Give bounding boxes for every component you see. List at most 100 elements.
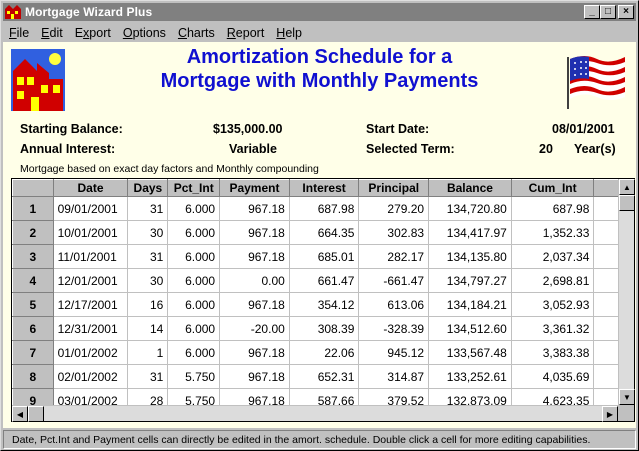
cell-interest[interactable]: 308.39 [289,316,360,341]
col-header-balance[interactable]: Balance [428,179,512,197]
menu-options[interactable]: Options [117,26,172,40]
cell-interest[interactable]: 685.01 [289,244,360,269]
cell-date[interactable]: 10/01/2001 [53,220,129,245]
cell-balance[interactable]: 134,135.80 [428,244,512,269]
cell-principal[interactable]: 314.87 [358,364,430,389]
cell-cum-int[interactable]: 3,361.32 [511,316,595,341]
menu-file[interactable]: File [3,26,35,40]
cell-date[interactable]: 01/01/2002 [53,340,129,365]
cell-pct-int[interactable]: 6.000 [167,220,221,245]
row-header[interactable]: 1 [12,196,54,221]
row-header[interactable]: 5 [12,292,54,317]
cell-payment[interactable]: -20.00 [219,316,290,341]
cell-days[interactable]: 1 [127,340,169,365]
row-header[interactable]: 3 [12,244,54,269]
cell-principal[interactable]: 279.20 [358,196,430,221]
cell-date[interactable]: 11/01/2001 [53,244,129,269]
cell-interest[interactable]: 22.06 [289,340,360,365]
corner-header[interactable] [12,179,54,197]
cell-date[interactable]: 12/17/2001 [53,292,129,317]
cell-date[interactable]: 09/01/2001 [53,196,129,221]
cell-days[interactable]: 16 [127,292,169,317]
col-header-principal[interactable]: Principal [358,179,430,197]
horizontal-scrollbar[interactable]: ◀ ▶ [12,405,618,422]
row-header[interactable]: 2 [12,220,54,245]
cell-cum-int[interactable]: 4,035.69 [511,364,595,389]
cell-interest[interactable]: 354.12 [289,292,360,317]
cell-pct-int[interactable]: 6.000 [167,196,221,221]
cell-payment[interactable]: 967.18 [219,340,290,365]
cell-balance[interactable]: 134,417.97 [428,220,512,245]
cell-date[interactable]: 02/01/2002 [53,364,129,389]
scroll-down-icon[interactable]: ▼ [619,389,635,405]
cell-cum-int[interactable]: 3,383.38 [511,340,595,365]
cell-pct-int[interactable]: 6.000 [167,292,221,317]
maximize-button[interactable]: □ [600,5,616,19]
scroll-right-icon[interactable]: ▶ [602,406,618,422]
row-header[interactable]: 8 [12,364,54,389]
vertical-scroll-thumb[interactable] [619,195,635,211]
row-header[interactable]: 7 [12,340,54,365]
cell-pct-int[interactable]: 6.000 [167,316,221,341]
title-bar[interactable]: Mortgage Wizard Plus _ □ × [3,3,636,21]
cell-days[interactable]: 30 [127,220,169,245]
amortization-grid[interactable]: Date Days Pct_Int Payment Interest Princ… [11,178,635,422]
horizontal-scroll-thumb[interactable] [28,406,44,422]
cell-interest[interactable]: 652.31 [289,364,360,389]
menu-export[interactable]: Export [69,26,117,40]
cell-days[interactable]: 14 [127,316,169,341]
scroll-left-icon[interactable]: ◀ [12,406,28,422]
cell-days[interactable]: 31 [127,244,169,269]
cell-balance[interactable]: 134,184.21 [428,292,512,317]
cell-payment[interactable]: 967.18 [219,244,290,269]
cell-balance[interactable]: 134,720.80 [428,196,512,221]
col-header-interest[interactable]: Interest [288,179,360,197]
cell-days[interactable]: 30 [127,268,169,293]
menu-help[interactable]: Help [270,26,308,40]
cell-days[interactable]: 31 [127,196,169,221]
cell-balance[interactable]: 133,567.48 [428,340,512,365]
minimize-button[interactable]: _ [584,5,600,19]
close-button[interactable]: × [618,5,634,19]
cell-principal[interactable]: 945.12 [358,340,430,365]
cell-principal[interactable]: -661.47 [358,268,430,293]
cell-pct-int[interactable]: 5.750 [167,364,221,389]
vertical-scrollbar[interactable]: ▲ ▼ [618,179,635,405]
cell-pct-int[interactable]: 6.000 [167,268,221,293]
row-header[interactable]: 4 [12,268,54,293]
cell-payment[interactable]: 967.18 [219,364,290,389]
cell-principal[interactable]: 282.17 [358,244,430,269]
cell-balance[interactable]: 133,252.61 [428,364,512,389]
scroll-up-icon[interactable]: ▲ [619,179,635,195]
cell-principal[interactable]: 302.83 [358,220,430,245]
cell-days[interactable]: 31 [127,364,169,389]
cell-cum-int[interactable]: 1,352.33 [511,220,595,245]
cell-balance[interactable]: 134,797.27 [428,268,512,293]
app-house-icon[interactable] [5,5,21,19]
col-header-payment[interactable]: Payment [219,179,290,197]
menu-edit[interactable]: Edit [35,26,69,40]
cell-interest[interactable]: 664.35 [289,220,360,245]
cell-payment[interactable]: 967.18 [219,220,290,245]
col-header-date[interactable]: Date [52,179,129,197]
cell-principal[interactable]: 613.06 [358,292,430,317]
cell-cum-int[interactable]: 2,037.34 [511,244,595,269]
cell-principal[interactable]: -328.39 [358,316,430,341]
cell-cum-int[interactable]: 2,698.81 [511,268,595,293]
col-header-cum-int[interactable]: Cum_Int [510,179,595,197]
cell-payment[interactable]: 967.18 [219,196,290,221]
col-header-days[interactable]: Days [127,179,169,197]
cell-payment[interactable]: 0.00 [219,268,290,293]
cell-interest[interactable]: 661.47 [289,268,360,293]
cell-interest[interactable]: 687.98 [289,196,360,221]
cell-pct-int[interactable]: 6.000 [167,340,221,365]
cell-date[interactable]: 12/01/2001 [53,268,129,293]
menu-report[interactable]: Report [221,26,271,40]
cell-date[interactable]: 12/31/2001 [53,316,129,341]
menu-charts[interactable]: Charts [172,26,221,40]
cell-pct-int[interactable]: 6.000 [167,244,221,269]
cell-payment[interactable]: 967.18 [219,292,290,317]
cell-cum-int[interactable]: 3,052.93 [511,292,595,317]
row-header[interactable]: 6 [12,316,54,341]
cell-balance[interactable]: 134,512.60 [428,316,512,341]
